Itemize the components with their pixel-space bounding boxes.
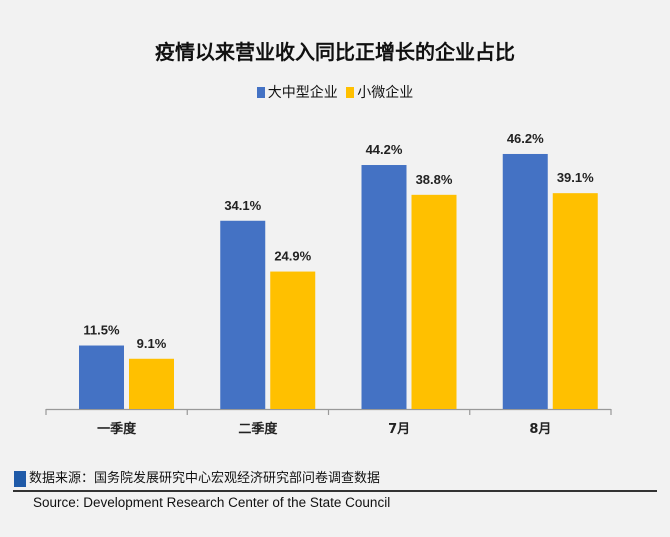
source-cn-text: 数据来源：国务院发展研究中心宏观经济研究部问卷调查数据 (29, 470, 381, 486)
data-label: 46.2% (507, 131, 544, 146)
legend-label: 小微企业 (357, 85, 414, 101)
bar-small (552, 193, 598, 409)
bar-small (270, 271, 316, 409)
legend-item-small: 小微企业 (346, 82, 413, 102)
data-label: 34.1% (224, 198, 261, 213)
bar-large (79, 345, 124, 409)
legend-item-large: 大中型企业 (256, 82, 338, 102)
chart-title: 疫情以来营业收入同比正增长的企业占比 (155, 40, 515, 64)
x-tick-label: 一季度 (97, 421, 137, 437)
data-label: 38.8% (416, 172, 453, 187)
x-tick-label: 7月 (388, 422, 410, 437)
divider (13, 490, 657, 492)
bar-large (220, 220, 266, 409)
bar-large (502, 153, 548, 409)
data-label: 39.1% (557, 170, 594, 185)
source-cn: 数据来源：国务院发展研究中心宏观经济研究部问卷调查数据 (14, 465, 380, 487)
data-label: 24.9% (274, 249, 311, 264)
source-en: Source: Development Research Center of t… (33, 495, 391, 510)
legend-swatch (256, 86, 265, 98)
bar-chart: 11.5% 9.1% 一季度 34.1% 24.9% 二季度 44.2% 38.8% 7月 46.… (45, 131, 612, 437)
bar-small (129, 358, 174, 409)
bar-small (411, 194, 457, 409)
x-tick-label: 二季度 (238, 421, 278, 437)
x-tick-label: 8月 (529, 422, 551, 437)
bullet-square (14, 471, 26, 487)
legend-label: 大中型企业 (267, 85, 338, 101)
data-label: 11.5% (83, 323, 120, 338)
data-label: 44.2% (366, 142, 403, 157)
bar-large (361, 165, 407, 409)
data-label: 9.1% (137, 336, 167, 351)
legend-swatch (346, 86, 355, 98)
legend: 大中型企业 小微企业 (0, 82, 670, 102)
